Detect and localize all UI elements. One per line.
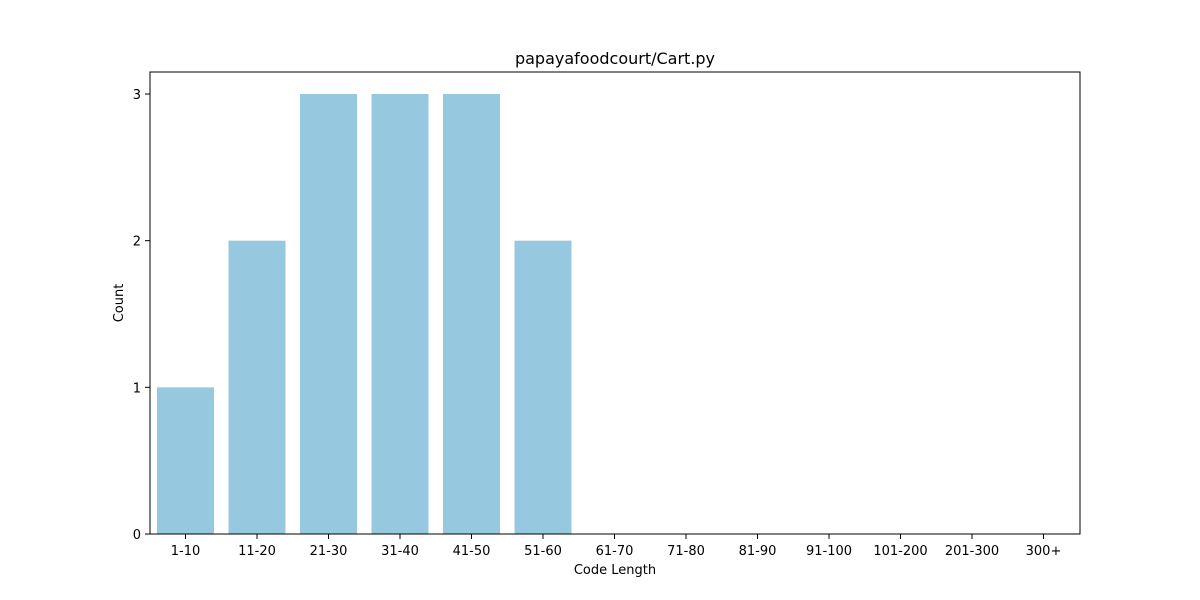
x-tick-label: 71-80 (667, 544, 705, 559)
y-tick-label: 0 (133, 528, 141, 543)
x-axis-ticks: 1-10 11-20 21-30 31-40 41-50 51-60 61-70 71-80 8… (171, 534, 1062, 559)
x-tick-label: 201-300 (945, 544, 999, 559)
bar-1-10 (157, 387, 214, 534)
y-axis-label: Count (112, 284, 127, 323)
x-axis-label: Code Length (574, 563, 656, 578)
x-tick-label: 41-50 (453, 544, 491, 559)
x-tick-label: 91-100 (806, 544, 852, 559)
x-tick-label: 21-30 (310, 544, 348, 559)
y-tick-label: 2 (133, 235, 141, 250)
x-tick-label: 31-40 (381, 544, 419, 559)
x-tick-label: 61-70 (596, 544, 634, 559)
x-tick-label: 1-10 (171, 544, 201, 559)
chart-title: papayafoodcourt/Cart.py (515, 49, 715, 68)
y-tick-label: 1 (133, 381, 141, 396)
bar-51-60 (514, 240, 572, 534)
x-tick-label: 51-60 (524, 544, 562, 559)
x-tick-label: 11-20 (238, 544, 276, 559)
bars (157, 94, 572, 534)
x-tick-label: 101-200 (873, 544, 927, 559)
bar-41-50 (443, 94, 500, 534)
bar-31-40 (371, 94, 429, 534)
plot-area-frame (149, 71, 1081, 535)
x-tick-label: 300+ (1026, 544, 1062, 559)
x-tick-label: 81-90 (739, 544, 777, 559)
y-tick-label: 3 (133, 88, 141, 103)
y-axis-ticks: 0 1 2 3 (133, 88, 150, 543)
bar-21-30 (300, 94, 357, 534)
bar-11-20 (228, 240, 286, 534)
